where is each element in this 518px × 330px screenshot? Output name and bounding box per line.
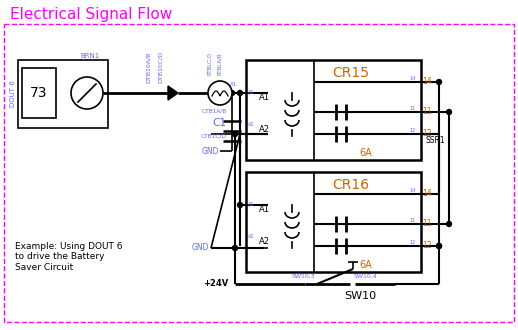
Text: Electrical Signal Flow: Electrical Signal Flow bbox=[10, 7, 172, 21]
Text: 12: 12 bbox=[410, 240, 416, 245]
Text: DTB10A/B: DTB10A/B bbox=[146, 51, 151, 83]
Text: A1: A1 bbox=[248, 90, 254, 95]
Text: A2: A2 bbox=[248, 122, 254, 127]
Text: 14: 14 bbox=[410, 76, 416, 81]
Text: 12: 12 bbox=[422, 242, 431, 250]
Text: CTB1C/D: CTB1C/D bbox=[201, 134, 227, 139]
Text: SSR1: SSR1 bbox=[425, 136, 444, 145]
Circle shape bbox=[447, 110, 452, 115]
Text: A2: A2 bbox=[258, 125, 269, 135]
Text: 11: 11 bbox=[410, 106, 416, 111]
Circle shape bbox=[233, 131, 237, 137]
Circle shape bbox=[229, 90, 235, 95]
Text: A1: A1 bbox=[258, 93, 269, 103]
Text: 11: 11 bbox=[422, 219, 431, 228]
Text: 73: 73 bbox=[30, 86, 48, 100]
Circle shape bbox=[208, 81, 232, 105]
Circle shape bbox=[237, 90, 242, 95]
Text: GND: GND bbox=[191, 244, 209, 252]
Bar bbox=[246, 172, 421, 272]
Text: A1: A1 bbox=[258, 206, 269, 214]
Bar bbox=[246, 60, 421, 160]
Text: A2: A2 bbox=[248, 235, 254, 240]
Text: A2: A2 bbox=[258, 238, 269, 247]
Text: A1: A1 bbox=[230, 82, 237, 87]
Bar bbox=[18, 60, 108, 128]
Circle shape bbox=[447, 221, 452, 226]
Text: RTBLC,O: RTBLC,O bbox=[208, 52, 212, 75]
Text: +24V: +24V bbox=[203, 280, 228, 288]
Text: 14: 14 bbox=[422, 78, 431, 86]
Text: DTB10C/D: DTB10C/D bbox=[157, 51, 163, 83]
Text: A1: A1 bbox=[248, 203, 254, 208]
Text: CR15: CR15 bbox=[333, 66, 369, 80]
Text: RTBLA/B: RTBLA/B bbox=[218, 52, 223, 75]
Circle shape bbox=[71, 77, 103, 109]
Bar bbox=[22, 68, 56, 118]
Circle shape bbox=[437, 244, 441, 248]
Text: 11: 11 bbox=[410, 217, 416, 222]
Text: 6A: 6A bbox=[359, 148, 372, 158]
Polygon shape bbox=[168, 86, 178, 100]
Circle shape bbox=[437, 244, 441, 248]
Text: BRN1: BRN1 bbox=[80, 53, 99, 59]
Text: SW10,4: SW10,4 bbox=[353, 274, 377, 279]
Text: 6A: 6A bbox=[359, 260, 372, 270]
Text: 14: 14 bbox=[410, 187, 416, 192]
Text: 12: 12 bbox=[422, 129, 431, 139]
Text: SW10: SW10 bbox=[344, 291, 376, 301]
Circle shape bbox=[233, 246, 237, 250]
Circle shape bbox=[437, 80, 441, 84]
Text: GND: GND bbox=[202, 147, 219, 155]
Text: CTB1A/B: CTB1A/B bbox=[202, 109, 227, 114]
Circle shape bbox=[237, 203, 242, 208]
Text: 12: 12 bbox=[410, 127, 416, 133]
Text: SW10,3: SW10,3 bbox=[291, 274, 315, 279]
Text: Example: Using DOUT 6
to drive the Battery
Saver Circuit: Example: Using DOUT 6 to drive the Batte… bbox=[15, 242, 122, 272]
Text: CR16: CR16 bbox=[333, 178, 369, 192]
Text: DOUT 6: DOUT 6 bbox=[10, 81, 16, 107]
Text: C1: C1 bbox=[212, 118, 226, 128]
Text: 14: 14 bbox=[422, 189, 431, 199]
Text: 11: 11 bbox=[422, 108, 431, 116]
